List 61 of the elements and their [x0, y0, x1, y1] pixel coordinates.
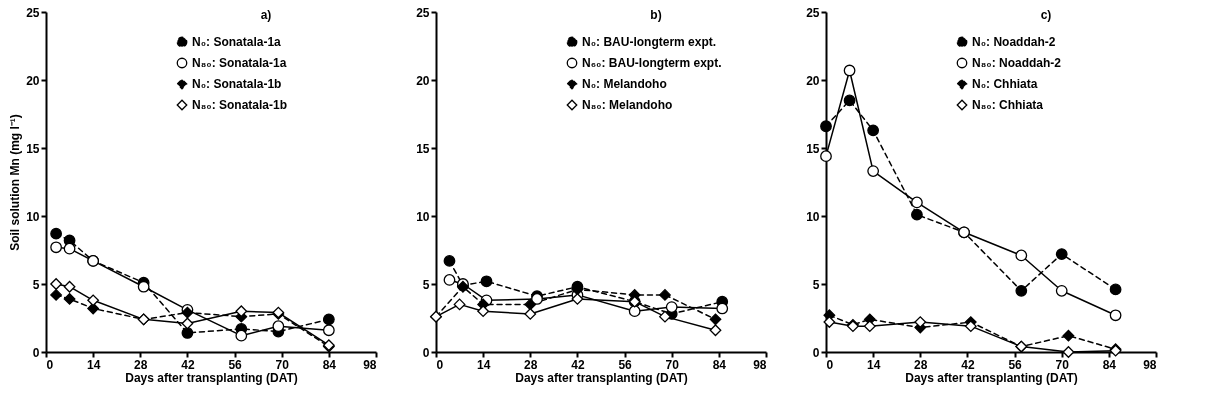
- x-tick-label: 98: [363, 357, 377, 372]
- x-tick-label: 42: [571, 357, 585, 372]
- x-axis-title: Days after transplanting (DAT): [905, 370, 1078, 385]
- legend-label: N₈₀: Melandoho: [582, 98, 673, 112]
- x-tick-label: 98: [753, 357, 767, 372]
- legend-label: N₀: Chhiata: [972, 77, 1038, 91]
- y-tick-label: 10: [26, 209, 40, 224]
- legend-label: N₀: Noaddah-2: [972, 35, 1056, 49]
- y-tick-label: 10: [416, 209, 430, 224]
- x-tick-label: 14: [866, 357, 881, 372]
- legend-label: N₀: Sonatala-1b: [192, 77, 282, 91]
- chart-title: c): [1040, 8, 1052, 22]
- x-tick-label: 28: [524, 357, 538, 372]
- y-tick-label: 5: [422, 277, 430, 292]
- y-tick-label: 5: [32, 277, 40, 292]
- x-tick-label: 56: [228, 357, 243, 372]
- x-tick-label: 0: [436, 357, 444, 372]
- y-axis-title: Soil solution Mn (mg l⁻¹): [8, 114, 23, 251]
- x-tick-label: 98: [1143, 357, 1157, 372]
- chart-title: a): [260, 8, 272, 22]
- x-axis-title: Days after transplanting (DAT): [125, 370, 298, 385]
- x-tick-label: 70: [665, 357, 680, 372]
- x-tick-label: 42: [181, 357, 195, 372]
- y-tick-label: 25: [416, 5, 430, 20]
- x-tick-label: 42: [961, 357, 975, 372]
- x-tick-label: 28: [914, 357, 928, 372]
- y-tick-label: 0: [32, 345, 40, 360]
- y-tick-label: 0: [812, 345, 820, 360]
- y-tick-label: 0: [422, 345, 430, 360]
- x-tick-label: 70: [1055, 357, 1070, 372]
- x-tick-label: 84: [712, 357, 727, 372]
- legend-label: N₈₀: Noaddah-2: [972, 56, 1062, 70]
- legend-label: N₀: Sonatala-1a: [192, 35, 282, 49]
- legend-label: N₈₀: Sonatala-1b: [192, 98, 288, 112]
- y-tick-label: 20: [416, 73, 430, 88]
- x-tick-label: 0: [46, 357, 54, 372]
- y-tick-label: 5: [812, 277, 820, 292]
- y-tick-label: 20: [26, 73, 40, 88]
- legend-label: N₆₀: BAU-longterm expt.: [582, 56, 722, 70]
- chart-title: b): [650, 8, 662, 22]
- x-tick-label: 28: [134, 357, 148, 372]
- x-tick-label: 84: [1102, 357, 1117, 372]
- legend-label: N₀: BAU-longterm expt.: [582, 35, 717, 49]
- x-axis-title: Days after transplanting (DAT): [515, 370, 688, 385]
- y-tick-label: 15: [26, 141, 40, 156]
- legend-label: N₈₀: Sonatala-1a: [192, 56, 287, 70]
- x-tick-label: 0: [826, 357, 834, 372]
- x-tick-label: 14: [86, 357, 101, 372]
- x-tick-label: 14: [476, 357, 491, 372]
- x-tick-label: 84: [322, 357, 337, 372]
- y-tick-label: 25: [26, 5, 40, 20]
- x-tick-label: 56: [1008, 357, 1023, 372]
- y-tick-label: 15: [806, 141, 820, 156]
- y-tick-label: 25: [806, 5, 820, 20]
- legend-label: N₀: Melandoho: [582, 77, 667, 91]
- x-tick-label: 70: [275, 357, 290, 372]
- y-tick-label: 10: [806, 209, 820, 224]
- x-tick-label: 56: [618, 357, 633, 372]
- y-tick-label: 20: [806, 73, 820, 88]
- y-tick-label: 15: [416, 141, 430, 156]
- legend-label: N₈₀: Chhiata: [972, 98, 1044, 112]
